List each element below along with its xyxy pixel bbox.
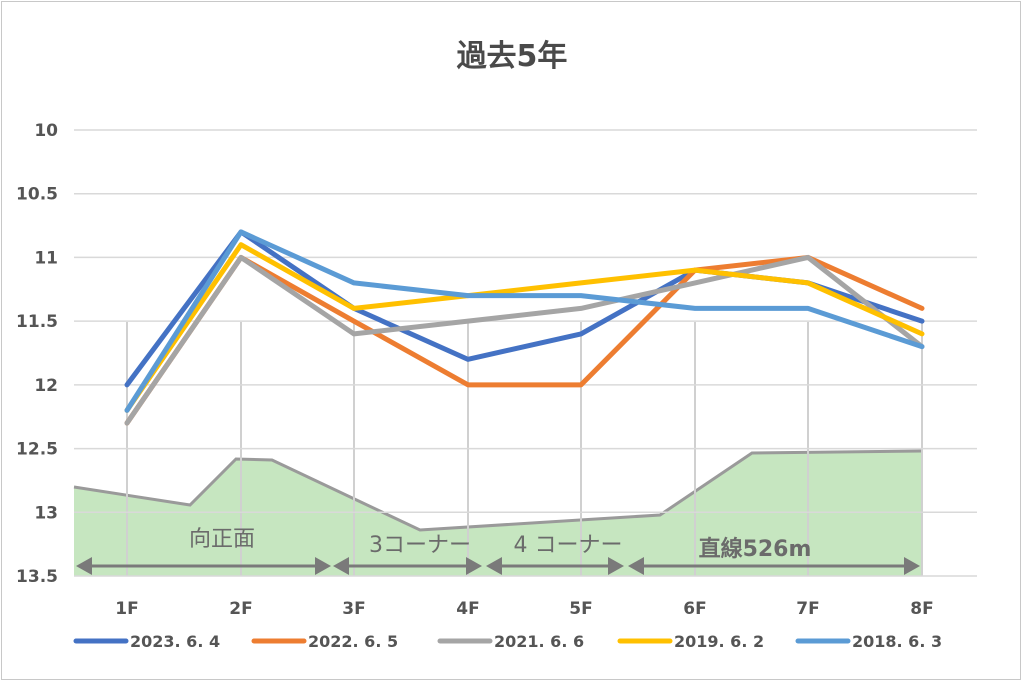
- course-section-label: 向正面: [189, 527, 255, 552]
- section-arrow-head: [333, 557, 349, 575]
- x-tick-label: 5F: [569, 599, 592, 619]
- y-tick-label: 11: [34, 248, 58, 268]
- y-axis-ticks: 10 10.5 11 11.5 12 12.5 13 13.5: [16, 121, 58, 587]
- y-tick-label: 13.5: [16, 567, 58, 587]
- course-section-label: 4 コーナー: [514, 533, 623, 558]
- series-line: [124, 229, 925, 413]
- legend-label: 2021. 6. 6: [494, 632, 584, 651]
- x-tick-label: 6F: [683, 599, 706, 619]
- y-tick-label: 12: [34, 376, 58, 396]
- course-section-label: 3コーナー: [369, 533, 471, 558]
- series-line: [124, 254, 925, 426]
- y-tick-label: 11.5: [16, 312, 58, 332]
- y-tick-label: 10.5: [16, 185, 58, 205]
- chart-title: 過去5年: [457, 39, 568, 74]
- x-tick-label: 7F: [796, 599, 819, 619]
- section-arrow-head: [486, 557, 502, 575]
- y-tick-label: 13: [34, 503, 58, 523]
- legend: 2023. 6. 4 2022. 6. 5 2021. 6. 6 2019. 6. 2…: [73, 632, 942, 651]
- legend-label: 2023. 6. 4: [130, 632, 220, 651]
- x-tick-label: 4F: [456, 599, 479, 619]
- course-section-label: 直線526m: [699, 536, 812, 562]
- y-tick-label: 10: [34, 121, 58, 141]
- section-arrow-head: [904, 557, 920, 575]
- section-arrow-head: [628, 557, 644, 575]
- legend-label: 2018. 6. 3: [852, 632, 942, 651]
- section-arrow-head: [466, 557, 482, 575]
- series-line: [124, 242, 925, 413]
- legend-label: 2019. 6. 2: [674, 632, 764, 651]
- section-arrow-head: [608, 557, 624, 575]
- x-tick-label: 2F: [229, 599, 252, 619]
- legend-label: 2022. 6. 5: [308, 632, 398, 651]
- series-lines: [124, 229, 925, 426]
- section-arrow-head: [315, 557, 331, 575]
- x-axis-ticks: 1F 2F 3F 4F 5F 6F 7F 8F: [115, 599, 933, 619]
- x-tick-label: 8F: [910, 599, 933, 619]
- x-tick-label: 3F: [342, 599, 365, 619]
- section-arrow-head: [76, 557, 92, 575]
- course-elevation-line: [73, 449, 923, 532]
- x-tick-label: 1F: [115, 599, 138, 619]
- y-tick-label: 12.5: [16, 440, 58, 460]
